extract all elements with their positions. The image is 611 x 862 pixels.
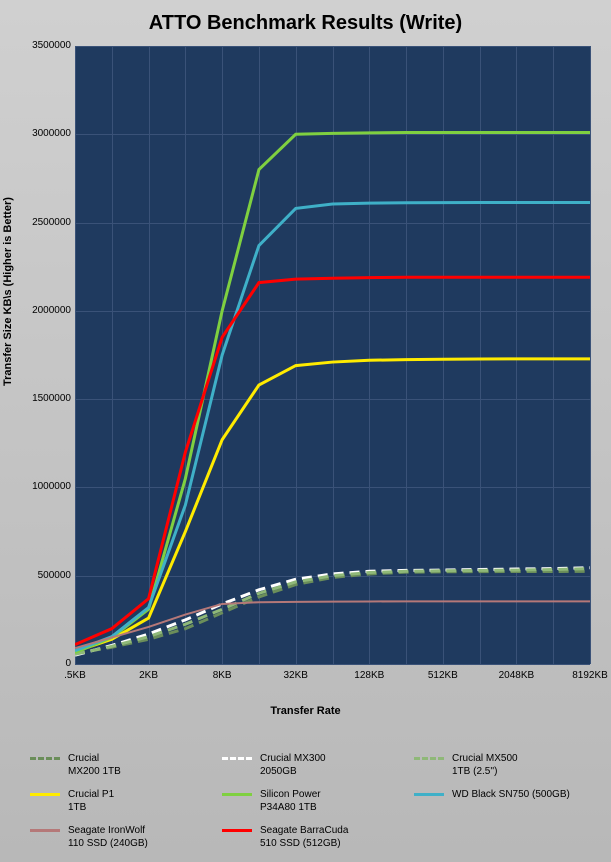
series-line	[75, 359, 590, 652]
legend-label: Seagate IronWolf110 SSD (240GB)	[68, 824, 148, 850]
x-tick-label: .5KB	[64, 670, 86, 681]
legend-swatch	[222, 793, 252, 796]
y-tick-label: 3500000	[11, 40, 71, 51]
legend-label: CrucialMX200 1TB	[68, 752, 121, 778]
legend-item: WD Black SN750 (500GB)	[414, 788, 591, 814]
legend-swatch	[30, 829, 60, 832]
legend-item: Crucial MX3002050GB	[222, 752, 399, 778]
x-tick-label: 512KB	[428, 670, 458, 681]
legend-swatch	[414, 793, 444, 796]
x-tick-label: 32KB	[283, 670, 307, 681]
x-tick-label: 8KB	[213, 670, 232, 681]
series-line	[75, 277, 590, 644]
legend-label: WD Black SN750 (500GB)	[452, 788, 570, 801]
legend-swatch	[222, 757, 252, 760]
grid-line-v	[590, 46, 591, 664]
legend-item: Seagate IronWolf110 SSD (240GB)	[30, 824, 207, 850]
y-tick-label: 2500000	[11, 217, 71, 228]
y-tick-label: 3000000	[11, 128, 71, 139]
y-tick-label: 500000	[11, 570, 71, 581]
legend-item: Crucial MX5001TB (2.5'')	[414, 752, 591, 778]
legend-swatch	[30, 757, 60, 760]
series-line	[75, 133, 590, 653]
y-tick-label: 2000000	[11, 305, 71, 316]
legend-label: Crucial P11TB	[68, 788, 114, 814]
x-tick-label: 2048KB	[499, 670, 535, 681]
x-axis-label: Transfer Rate	[0, 705, 611, 717]
legend-label: Silicon PowerP34A80 1TB	[260, 788, 321, 814]
legend-swatch	[222, 829, 252, 832]
x-tick-label: 128KB	[354, 670, 384, 681]
legend-item: Silicon PowerP34A80 1TB	[222, 788, 399, 814]
legend-item: CrucialMX200 1TB	[30, 752, 207, 778]
legend-label: Seagate BarraCuda510 SSD (512GB)	[260, 824, 348, 850]
legend-label: Crucial MX3002050GB	[260, 752, 326, 778]
legend-swatch	[414, 757, 444, 760]
legend-item: Crucial P11TB	[30, 788, 207, 814]
chart-title: ATTO Benchmark Results (Write)	[0, 12, 611, 35]
chart-container: ATTO Benchmark Results (Write) Transfer …	[0, 0, 611, 862]
legend-item: Seagate BarraCuda510 SSD (512GB)	[222, 824, 399, 850]
y-tick-label: 1500000	[11, 393, 71, 404]
x-tick-label: 2KB	[139, 670, 158, 681]
x-tick-label: 8192KB	[572, 670, 608, 681]
plot-area	[75, 46, 590, 664]
legend-label: Crucial MX5001TB (2.5'')	[452, 752, 518, 778]
y-tick-label: 1000000	[11, 481, 71, 492]
chart-lines	[75, 46, 590, 664]
legend-swatch	[30, 793, 60, 796]
legend: CrucialMX200 1TB Crucial MX3002050GB Cruci…	[30, 752, 591, 850]
grid-line-h	[75, 664, 590, 665]
y-tick-label: 0	[11, 658, 71, 669]
